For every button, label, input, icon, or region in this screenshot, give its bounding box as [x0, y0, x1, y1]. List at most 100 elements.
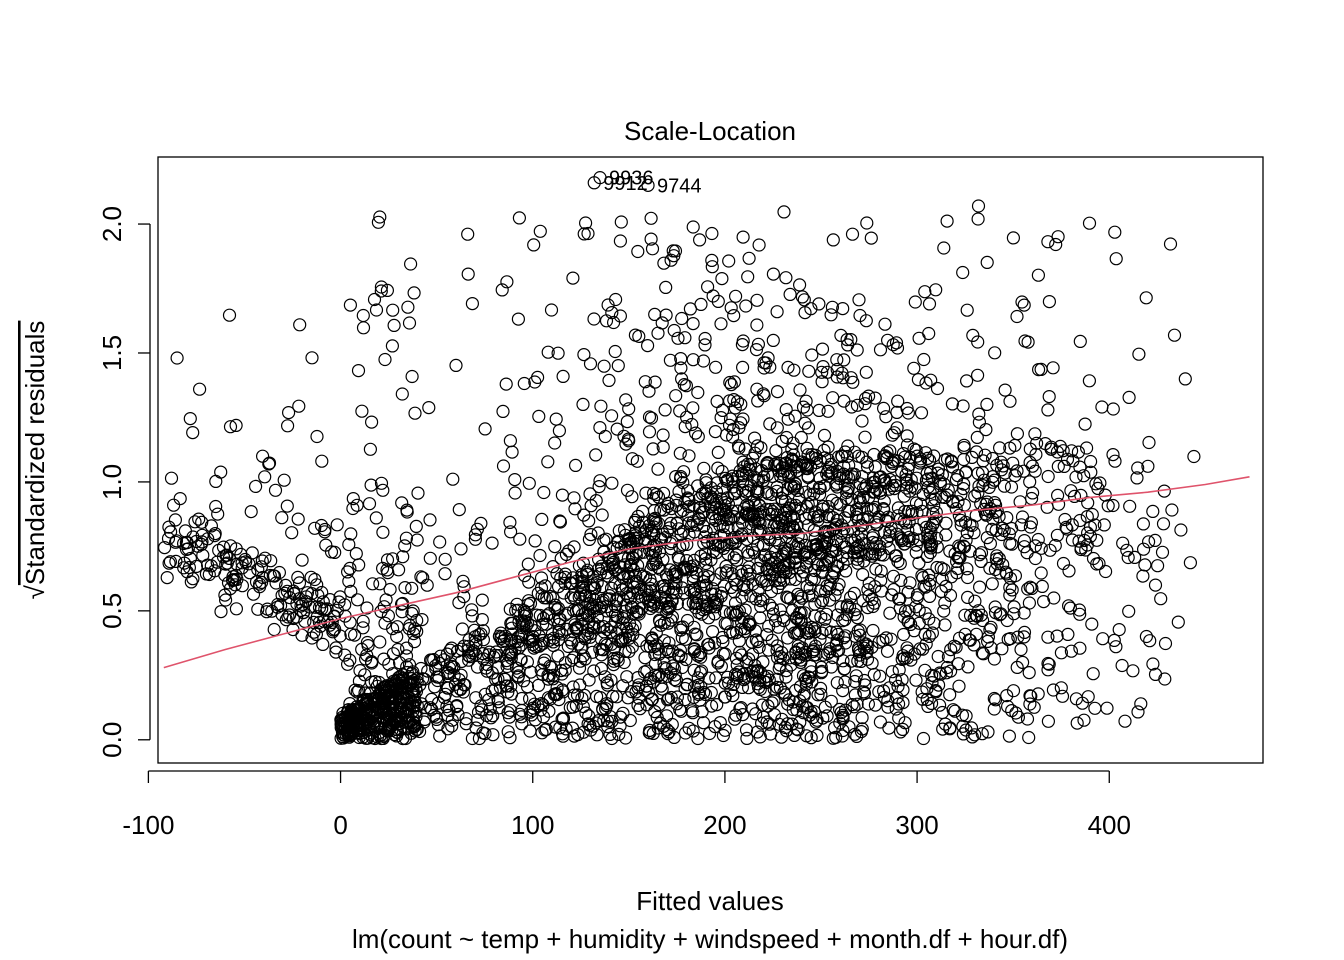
scatter-point [917, 515, 931, 529]
scatter-point [647, 639, 661, 654]
y-tick-label: 1.5 [97, 335, 127, 371]
scatter-point [699, 484, 713, 498]
scatter-point [407, 286, 421, 300]
scatter-point [724, 301, 738, 315]
scatter-point [505, 621, 519, 635]
scatter-point [691, 385, 705, 400]
scatter-point [705, 253, 719, 267]
scatter-point [368, 674, 382, 689]
scatter-point [440, 647, 454, 661]
scatter-point [686, 220, 700, 234]
scatter-point [769, 444, 783, 458]
scatter-point [593, 421, 607, 435]
scatter-point [928, 492, 942, 506]
scatter-point [342, 574, 356, 588]
scatter-point [632, 691, 646, 705]
scatter-point [513, 707, 527, 721]
scatter-point [719, 566, 733, 580]
scatter-point [792, 492, 806, 506]
scatter-point [482, 692, 496, 707]
scatter-point [740, 457, 755, 471]
scatter-point [636, 515, 650, 529]
scatter-point [531, 678, 546, 693]
scatter-point [943, 722, 957, 736]
scatter-point [666, 244, 680, 258]
scatter-point [814, 610, 828, 624]
scatter-point [970, 430, 984, 444]
scatter-point [508, 473, 522, 487]
scatter-point [739, 506, 753, 520]
scatter-point [410, 533, 424, 547]
scatter-point [835, 729, 849, 743]
scatter-point [308, 521, 322, 535]
scatter-point [616, 706, 630, 720]
scatter-point [511, 312, 526, 326]
scatter-point [1136, 517, 1151, 531]
scatter-point [1158, 636, 1173, 651]
scatter-point [930, 381, 945, 396]
scatter-point [709, 671, 723, 685]
scatter-point [739, 488, 753, 503]
scatter-point [929, 685, 943, 699]
scatter-point [1031, 363, 1046, 377]
scatter-point [342, 537, 356, 552]
scatter-point [556, 729, 570, 743]
scatter-point [708, 587, 722, 601]
scatter-point [1108, 454, 1122, 468]
y-tick-label: 0.0 [97, 722, 127, 758]
scatter-point [1041, 656, 1055, 671]
scatter-point [211, 507, 225, 521]
scatter-point [369, 511, 383, 525]
scatter-point [866, 623, 880, 638]
scatter-point [495, 634, 509, 649]
scatter-point [793, 624, 807, 638]
scatter-point [625, 640, 639, 654]
scatter-point [476, 624, 490, 638]
scatter-point [659, 642, 674, 657]
scatter-point [714, 528, 728, 543]
scatter-point [223, 420, 238, 434]
scatter-point [512, 211, 527, 225]
scatter-point [719, 505, 733, 519]
scatter-point [804, 302, 818, 316]
scatter-point [1167, 328, 1182, 342]
scatter-point [922, 297, 937, 311]
scatter-point [848, 603, 863, 617]
scatter-point [882, 721, 896, 735]
scatter-point [804, 659, 818, 674]
scatter-point [757, 470, 771, 484]
scatter-point [344, 584, 358, 599]
scatter-point [619, 393, 633, 407]
scatter-point [897, 610, 911, 624]
scatter-point [750, 293, 764, 307]
scatter-point [1088, 701, 1102, 715]
scatter-point [1143, 634, 1157, 648]
scatter-point [849, 669, 863, 683]
scatter-point [830, 353, 844, 367]
scatter-point [352, 558, 366, 572]
scatter-point [589, 716, 603, 730]
scatter-point [1148, 667, 1163, 682]
scatter-point [579, 706, 593, 720]
scatter-point [854, 724, 869, 739]
scatter-point [993, 566, 1007, 580]
scatter-point [253, 577, 267, 591]
scatter-point [329, 645, 343, 659]
scatter-point [539, 722, 553, 737]
scatter-point [1041, 714, 1056, 728]
scatter-point [566, 571, 580, 585]
scatter-point [976, 479, 990, 493]
scatter-point [1028, 551, 1043, 566]
scatter-point [674, 620, 688, 635]
scatter-point [770, 421, 784, 435]
scatter-point [413, 678, 427, 692]
scatter-point [714, 411, 728, 425]
scatter-point [975, 727, 989, 741]
scatter-point [621, 432, 636, 446]
outlier-label: 9744 [657, 175, 702, 197]
scatter-point [967, 611, 981, 625]
x-tick-label: -100 [122, 810, 174, 840]
scatter-point [584, 626, 598, 641]
scatter-point [799, 677, 814, 691]
scatter-point [582, 673, 596, 687]
